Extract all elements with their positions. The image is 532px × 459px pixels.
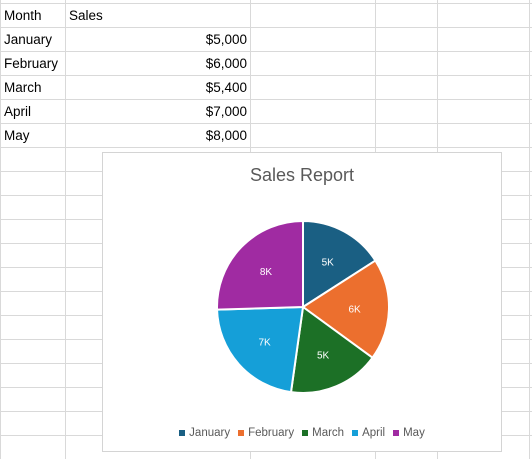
pie-slice-february[interactable]: [301, 259, 390, 360]
data-label-april: 7K: [258, 337, 271, 348]
legend-item-january[interactable]: January: [179, 427, 230, 439]
cell-sales-may[interactable]: $8,000: [205, 128, 247, 143]
header-cell-month[interactable]: Month: [4, 8, 42, 23]
legend-swatch-icon: [238, 430, 245, 436]
chart-legend[interactable]: January February March April May: [103, 427, 501, 439]
cell-month-march[interactable]: March: [4, 80, 42, 95]
legend-swatch-icon: [302, 430, 309, 436]
cell-month-april[interactable]: April: [4, 104, 32, 119]
pie-chart-object[interactable]: Sales Report 5K 6K 5K 7K 8K January February M…: [102, 152, 502, 452]
header-cell-sales[interactable]: Sales: [69, 8, 103, 23]
gridline: [0, 147, 532, 148]
legend-item-may[interactable]: May: [393, 427, 425, 439]
pie-slice-january[interactable]: [302, 219, 377, 309]
legend-swatch-icon: [352, 430, 359, 436]
cell-sales-january[interactable]: $5,000: [205, 32, 247, 47]
legend-item-february[interactable]: February: [238, 427, 294, 439]
pie-slice-april[interactable]: [216, 305, 305, 394]
gridline: [0, 51, 532, 52]
cell-month-may[interactable]: May: [4, 128, 30, 143]
data-label-may: 8K: [260, 267, 273, 278]
legend-swatch-icon: [393, 430, 400, 436]
legend-label: May: [403, 427, 425, 439]
gridline: [529, 0, 530, 459]
pie-chart-plot: 5K 6K 5K 7K 8K: [216, 219, 390, 394]
legend-label: April: [362, 427, 386, 439]
legend-label: February: [248, 427, 295, 439]
gridline: [0, 123, 532, 124]
cell-sales-april[interactable]: $7,000: [205, 104, 247, 119]
data-label-march: 5K: [317, 351, 330, 362]
cell-sales-february[interactable]: $6,000: [205, 56, 247, 71]
cell-month-january[interactable]: January: [4, 32, 53, 47]
legend-item-march[interactable]: March: [302, 427, 344, 439]
data-label-january: 5K: [322, 258, 335, 269]
pie-slice-may[interactable]: [216, 219, 304, 311]
gridline: [65, 0, 66, 459]
pie-slice-march[interactable]: [289, 305, 374, 394]
data-label-february: 6K: [348, 305, 361, 316]
gridline: [0, 75, 532, 76]
gridline: [0, 0, 1, 459]
gridline: [0, 27, 532, 28]
legend-label: January: [189, 427, 231, 439]
gridline: [0, 99, 532, 100]
legend-item-april[interactable]: April: [352, 427, 385, 439]
legend-swatch-icon: [179, 430, 186, 436]
cell-sales-march[interactable]: $5,400: [205, 80, 247, 95]
gridline: [0, 3, 532, 4]
legend-label: March: [312, 427, 345, 439]
cell-month-february[interactable]: February: [4, 56, 59, 71]
chart-title[interactable]: Sales Report: [249, 165, 355, 185]
